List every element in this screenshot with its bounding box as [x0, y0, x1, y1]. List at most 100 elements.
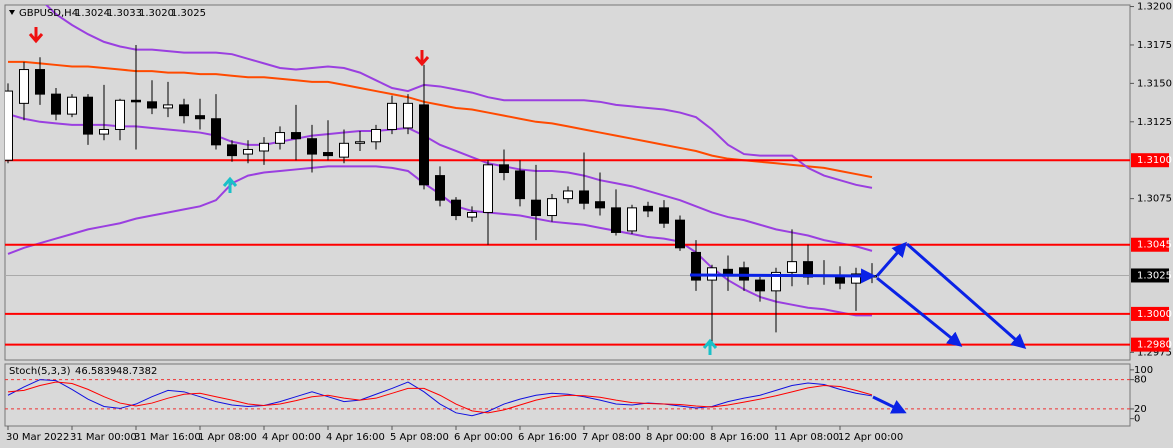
- stoch-signal-value: 48.7382: [116, 366, 157, 377]
- candle-body: [307, 138, 317, 155]
- candle-body: [611, 207, 621, 233]
- ohlc-close: 1.3025: [171, 8, 206, 19]
- collapse-icon[interactable]: [9, 10, 15, 15]
- bollinger-band: [7, 113, 873, 252]
- candle-body: [627, 207, 637, 232]
- y-tick-label: 0: [1134, 414, 1140, 425]
- ohlc-open: 1.3024: [75, 8, 110, 19]
- main-plot: [5, 5, 1130, 346]
- candle-body: [419, 104, 429, 186]
- x-tick-label: 12 Apr 00:00: [838, 432, 903, 443]
- y-tick-label: 1.3200: [1137, 2, 1172, 13]
- candle-body: [195, 115, 205, 120]
- stoch-signal: [7, 381, 873, 414]
- candle-body: [499, 164, 509, 174]
- x-tick-label: 8 Apr 00:00: [646, 432, 705, 443]
- candle-body: [355, 141, 365, 144]
- candle-body: [531, 199, 541, 217]
- candle-body: [451, 199, 461, 217]
- candle-body: [115, 99, 125, 130]
- y-tick-label: 100: [1134, 365, 1153, 376]
- candle-body: [51, 93, 61, 115]
- candle-body: [403, 102, 413, 129]
- level-label: 1.2980: [1137, 340, 1172, 351]
- level-label: 1.3100: [1137, 155, 1172, 166]
- fractal-arrows: [28, 27, 718, 355]
- candle-body: [243, 148, 253, 155]
- candle-body: [563, 190, 573, 200]
- bollinger-band: [44, 5, 873, 189]
- x-tick-label: 31 Mar 16:00: [134, 432, 201, 443]
- level-label-box: [1131, 153, 1169, 168]
- x-tick-label: 6 Apr 00:00: [454, 432, 513, 443]
- stoch-title: Stoch(5,3,3): [9, 366, 71, 377]
- candle-body: [67, 96, 77, 115]
- candle-body: [83, 96, 93, 135]
- y-tick-label: 80: [1134, 375, 1147, 386]
- level-label-box: [1131, 337, 1169, 352]
- candle-body: [5, 90, 13, 161]
- candle-body: [691, 251, 701, 281]
- candle-body: [643, 205, 653, 212]
- candle-body: [755, 279, 765, 292]
- level-label: 1.3000: [1137, 309, 1172, 320]
- x-tick-label: 30 Mar 2022: [6, 432, 69, 443]
- axes: 1.3200 1.3175 1.3150 1.3125 1.3075 1.2975 1.31…: [6, 2, 1172, 443]
- main-panel: [4, 4, 1131, 361]
- candle-body: [211, 118, 221, 146]
- candle-body: [275, 132, 285, 144]
- moving-average: [8, 60, 873, 179]
- x-tick-label: 5 Apr 08:00: [390, 432, 449, 443]
- symbol-label: GBPUSD,H4: [19, 8, 78, 19]
- x-tick-label: 4 Apr 16:00: [326, 432, 385, 443]
- candle-body: [227, 144, 237, 157]
- x-tick-label: 6 Apr 16:00: [518, 432, 577, 443]
- candle-body: [323, 152, 333, 157]
- y-tick-label: 1.2975: [1137, 347, 1172, 358]
- candle-body: [387, 102, 397, 130]
- candle-body: [339, 142, 349, 158]
- candle-body: [371, 128, 381, 143]
- candle-body: [483, 164, 493, 213]
- candle-body: [35, 69, 45, 95]
- candle-body: [595, 201, 605, 209]
- x-tick-label: 4 Apr 00:00: [262, 432, 321, 443]
- level-label: 1.3045: [1137, 240, 1172, 251]
- y-tick-label: 1.3150: [1137, 78, 1172, 89]
- y-tick-label: 1.3125: [1137, 117, 1172, 128]
- x-tick-label: 8 Apr 16:00: [710, 432, 769, 443]
- stoch-main: [7, 379, 873, 417]
- candle-body: [787, 261, 797, 273]
- candle-body: [435, 175, 445, 201]
- level-label-box: [1131, 306, 1169, 321]
- candle-body: [579, 190, 589, 204]
- x-tick-label: 1 Apr 08:00: [198, 432, 257, 443]
- candle-body: [147, 101, 157, 109]
- x-tick-label: 7 Apr 08:00: [582, 432, 641, 443]
- stoch-plot: [5, 379, 1130, 417]
- candle-body: [467, 211, 477, 218]
- candle-body: [19, 69, 29, 104]
- y-tick-label: 1.3175: [1137, 40, 1172, 51]
- stoch-main-value: 46.5839: [75, 366, 116, 377]
- current-price-label: 1.3025: [1137, 270, 1172, 281]
- candle-body: [163, 104, 173, 109]
- candle-body: [291, 132, 301, 140]
- candle-body: [259, 142, 269, 152]
- current-price-box: [1131, 268, 1169, 283]
- candle-body: [675, 219, 685, 249]
- candle-body: [99, 128, 109, 135]
- candle-body: [851, 273, 861, 284]
- level-label-box: [1131, 237, 1169, 252]
- x-tick-label: 11 Apr 08:00: [774, 432, 839, 443]
- candle-body: [659, 207, 669, 224]
- ohlc-low: 1.3020: [139, 8, 174, 19]
- forecast-arrows: [689, 241, 1027, 414]
- y-tick-label: 20: [1134, 404, 1147, 415]
- ohlc-high: 1.3033: [107, 8, 142, 19]
- y-tick-label: 1.3075: [1137, 194, 1172, 205]
- candle-body: [515, 170, 525, 200]
- candle-body: [547, 198, 557, 217]
- candle-body: [771, 271, 781, 292]
